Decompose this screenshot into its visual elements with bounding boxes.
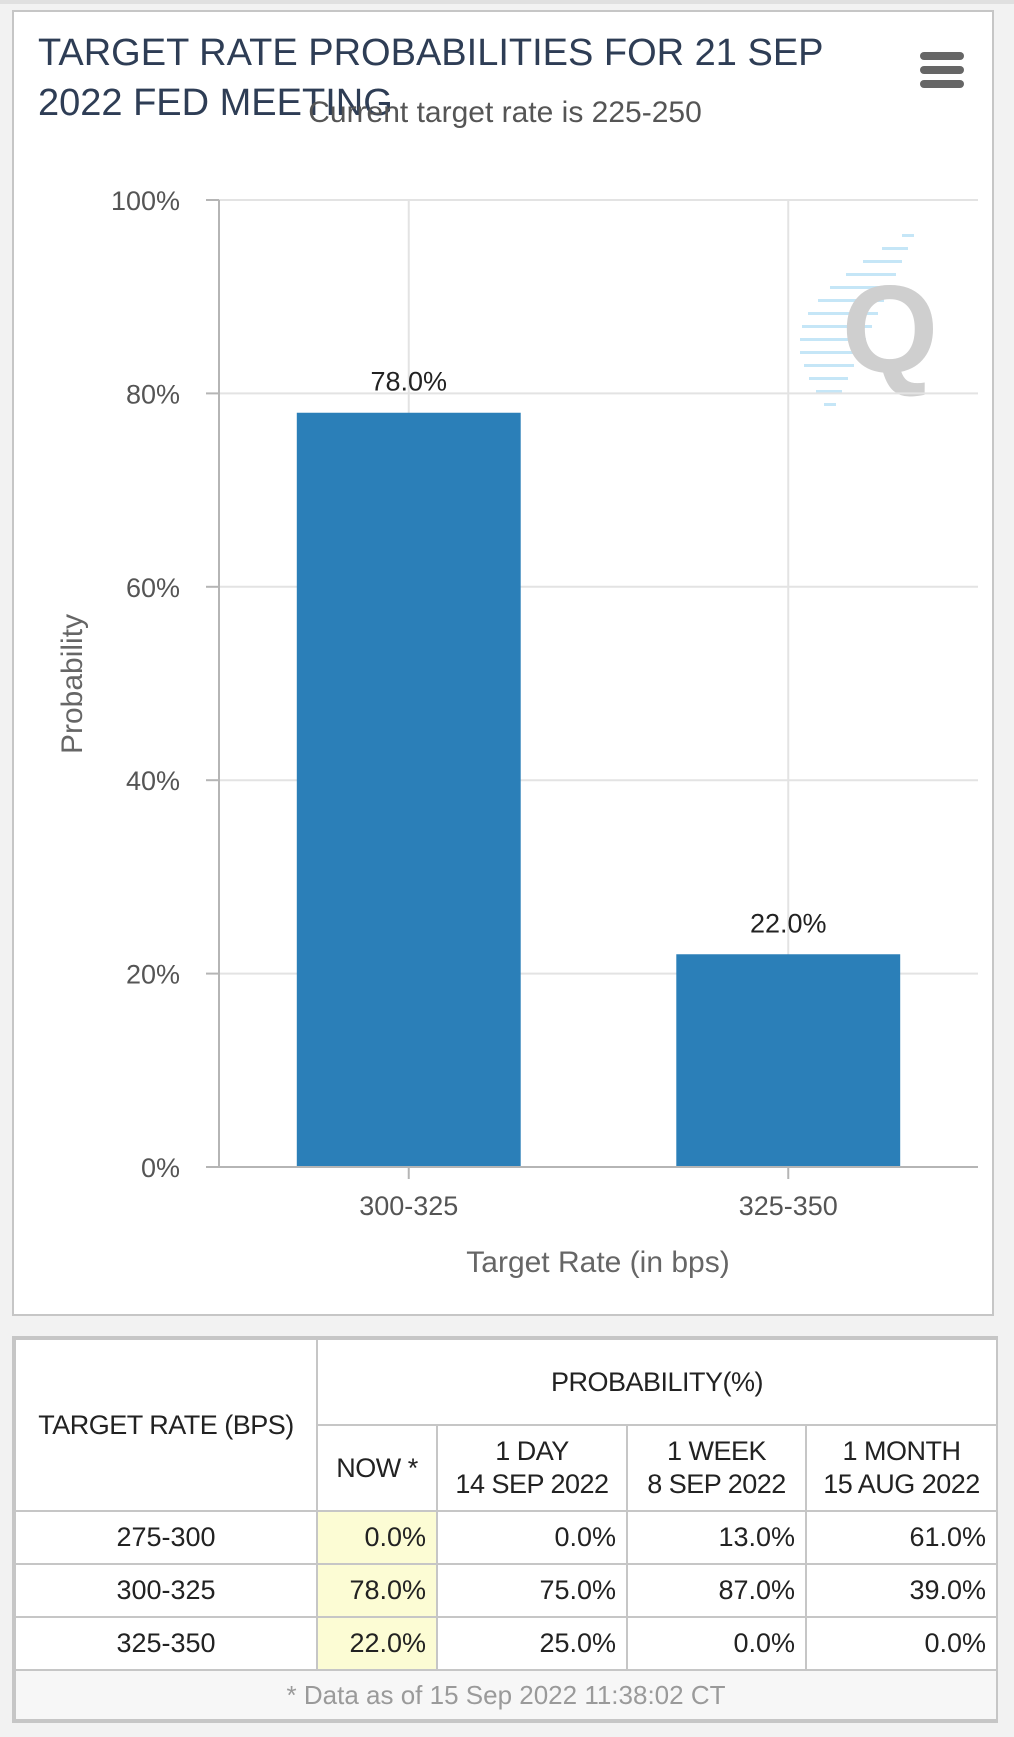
x-tick-label: 300-325 <box>359 1191 458 1221</box>
value-cell: 0.0% <box>804 1616 999 1671</box>
value-cell: 0.0% <box>436 1510 628 1565</box>
now-cell: 78.0% <box>316 1563 438 1618</box>
column-header-line2: 8 SEP 2022 <box>647 1469 786 1499</box>
now-cell: 0.0% <box>316 1510 438 1565</box>
table-footnote-row: * Data as of 15 Sep 2022 11:38:02 CT <box>13 1669 999 1721</box>
x-tick-label: 325-350 <box>739 1191 838 1221</box>
watermark-dash <box>816 390 842 393</box>
table-row: 325-350 22.0% 25.0% 0.0% 0.0% <box>14 1616 999 1671</box>
column-header-1-month: 1 MONTH 15 AUG 2022 <box>804 1424 999 1512</box>
watermark-dash <box>800 338 866 341</box>
y-tick-label: 100% <box>111 186 180 216</box>
data-labels: 78.0% 22.0% <box>370 367 826 939</box>
value-cell: 13.0% <box>626 1510 807 1565</box>
data-label: 22.0% <box>750 908 827 938</box>
probability-table: TARGET RATE (BPS) PROBABILITY(%) NOW * 1… <box>13 1338 999 1721</box>
value-cell: 87.0% <box>626 1563 807 1618</box>
data-label: 78.0% <box>370 367 447 397</box>
column-header-1-week: 1 WEEK 8 SEP 2022 <box>626 1424 807 1512</box>
chart-menu-button[interactable] <box>918 48 966 92</box>
value-cell: 61.0% <box>804 1510 999 1565</box>
table-subheader-row: NOW * 1 DAY 14 SEP 2022 1 WEEK 8 SEP 202… <box>15 1424 999 1512</box>
y-tick-label: 20% <box>126 960 180 990</box>
chart-panel: Q 0% 20% 40% 60% 80% 100% 78.0% 22.0% 300-325 3… <box>12 10 994 1316</box>
column-header-line1: 1 DAY <box>495 1436 569 1466</box>
bars <box>296 412 901 1167</box>
y-tick-label: 0% <box>141 1153 180 1183</box>
watermark-dash <box>802 325 872 328</box>
column-header-line1: 1 WEEK <box>666 1436 767 1466</box>
table-header-row: TARGET RATE (BPS) PROBABILITY(%) <box>14 1338 999 1512</box>
watermark-dash <box>809 377 848 380</box>
watermark-dash <box>902 234 914 237</box>
x-axis-ticks: 300-325 325-350 <box>359 1167 838 1221</box>
y-tick-label: 60% <box>126 573 180 603</box>
y-tick-label: 80% <box>126 379 180 409</box>
probability-table-panel: TARGET RATE (BPS) PROBABILITY(%) NOW * 1… <box>12 1336 999 1723</box>
watermark-dash <box>824 403 836 406</box>
column-header-now: NOW * <box>316 1424 438 1512</box>
table-row: 300-325 78.0% 75.0% 87.0% 39.0% <box>14 1563 999 1618</box>
value-cell: 0.0% <box>626 1616 807 1671</box>
y-tick-label: 40% <box>126 766 180 796</box>
x-axis-label: Target Rate (in bps) <box>466 1246 729 1279</box>
watermark-dash <box>800 351 860 354</box>
watermark-dash <box>808 312 878 315</box>
watermark-logo: Q <box>800 234 938 406</box>
watermark-dash <box>882 247 908 250</box>
column-header-line1: NOW * <box>336 1452 418 1483</box>
chart-plot: Q 0%20%40%60%80%100% 78.0%22.0% 300-325 3… <box>56 186 978 1279</box>
watermark-dash <box>804 364 854 367</box>
watermark-dash <box>818 299 884 302</box>
chart-title: TARGET RATE PROBABILITIES FOR 21 SEP 202… <box>38 32 823 124</box>
group-header-probability: PROBABILITY(%) <box>315 1338 999 1426</box>
watermark-dashes <box>800 234 914 406</box>
hamburger-menu-icon <box>920 52 964 60</box>
hamburger-menu-icon-bar <box>920 80 964 88</box>
watermark-dash <box>846 273 896 276</box>
watermark-letter: Q <box>842 261 938 399</box>
chart-subtitle: Current target rate is 225-250 <box>308 96 702 129</box>
rate-cell: 325-350 <box>14 1616 318 1671</box>
value-cell: 75.0% <box>436 1563 628 1618</box>
row-header-target-rate: TARGET RATE (BPS) <box>14 1338 318 1512</box>
column-header-line1: 1 MONTH <box>842 1436 962 1466</box>
y-axis-ticks: 0% 20% 40% 60% 80% 100% <box>111 186 219 1183</box>
column-header-line2: 14 SEP 2022 <box>455 1469 609 1499</box>
watermark-dash <box>830 286 890 289</box>
value-cell: 25.0% <box>436 1616 628 1671</box>
now-cell: 22.0% <box>316 1616 438 1671</box>
watermark-dash <box>863 260 902 263</box>
y-axis-label: Probability <box>56 614 89 754</box>
bar-300-325 <box>296 412 521 1167</box>
column-header-line2: 15 AUG 2022 <box>823 1469 980 1499</box>
table-row: 275-300 0.0% 0.0% 13.0% 61.0% <box>14 1510 999 1565</box>
footnote: * Data as of 15 Sep 2022 11:38:02 CT <box>13 1669 999 1721</box>
column-header-1-day: 1 DAY 14 SEP 2022 <box>436 1424 628 1512</box>
value-cell: 39.0% <box>804 1563 999 1618</box>
rate-cell: 300-325 <box>14 1563 318 1618</box>
rate-cell: 275-300 <box>14 1510 318 1565</box>
hamburger-menu-icon-bar <box>920 66 964 74</box>
bar-325-350 <box>676 954 901 1167</box>
top-rule <box>0 0 1014 4</box>
